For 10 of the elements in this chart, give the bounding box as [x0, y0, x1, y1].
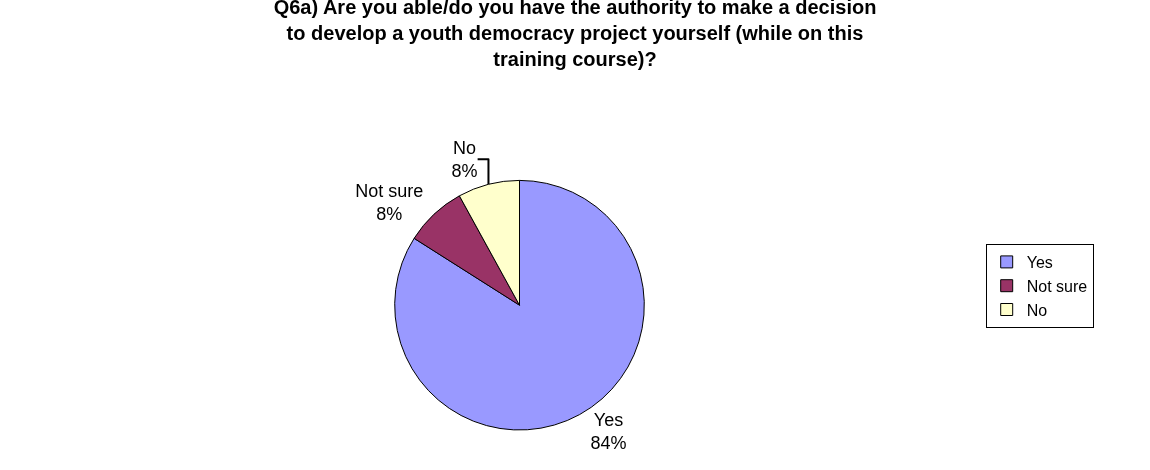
legend-label: Not sure	[1026, 277, 1088, 295]
slice-label: Not sure	[355, 180, 424, 201]
slice-label: No	[453, 137, 477, 158]
data-label: 8%	[451, 160, 478, 181]
legend-label: Yes	[1026, 254, 1053, 272]
data-label: 8%	[376, 204, 403, 225]
slice-label: Yes	[593, 409, 624, 430]
chart-title: Q6a) Are you able/do you have the authority to make a decision to develop a youth democracy project yourself (while on this training course)?	[273, 0, 877, 71]
data-label: 84%	[590, 432, 627, 453]
legend-label: No	[1026, 301, 1048, 319]
